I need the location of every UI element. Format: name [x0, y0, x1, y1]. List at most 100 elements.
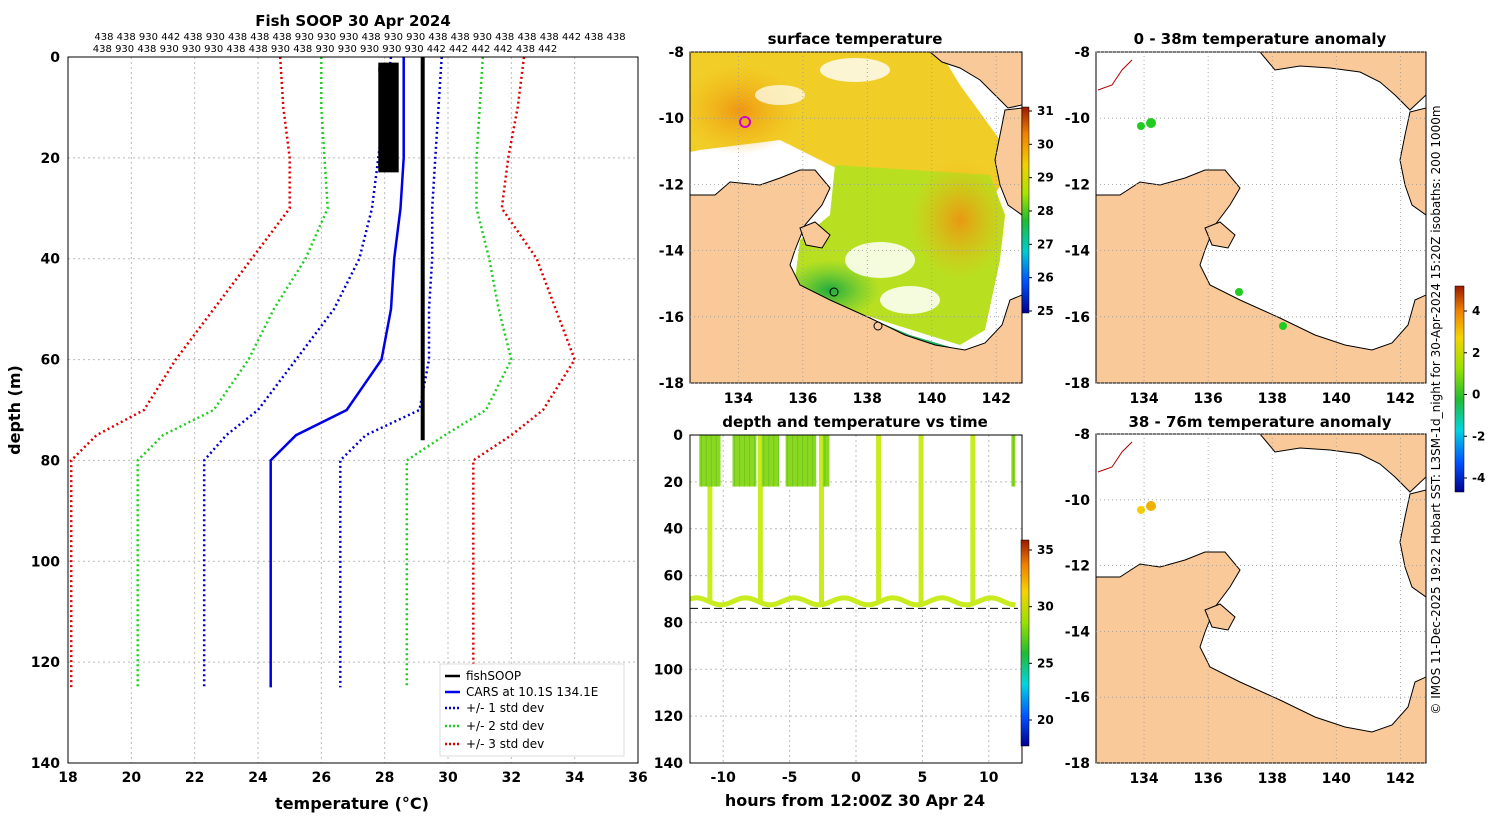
anom1-point-1 — [1137, 122, 1145, 130]
time-title: depth and temperature vs time — [722, 413, 988, 431]
sst.cbar_ticks-cb-label: 29 — [1037, 171, 1054, 185]
timeplot.cbar_ticks-cb-label: 25 — [1037, 656, 1054, 670]
sst-warm-blob-east — [910, 160, 1010, 280]
time-ytick-label: 100 — [654, 662, 683, 678]
sst-y-ticks: -8 -10 -12 -14 -16 -18 — [659, 45, 685, 392]
legend-label-std3: +/- 3 std dev — [466, 737, 544, 751]
profile-x-ticks: 18 20 22 24 26 28 30 32 34 36 — [58, 770, 647, 786]
sst-gap-2 — [880, 286, 940, 314]
profile-ytick-label: 40 — [41, 252, 61, 268]
anom2-ytick-label: -12 — [1065, 559, 1090, 575]
profile-xtick-label: 28 — [375, 770, 394, 786]
sst-xtick-label: 138 — [853, 391, 882, 407]
anom1-title: 0 - 38m temperature anomaly — [1134, 30, 1387, 48]
time-ytick-label: 140 — [654, 756, 683, 772]
anom1-ytick-label: -18 — [1065, 376, 1090, 392]
profile-ytick-label: 120 — [31, 655, 60, 671]
legend-label-fishsoop: fishSOOP — [466, 669, 521, 683]
profile-series--1-std-dev-low- — [202, 56, 393, 688]
profile-y-label: depth (m) — [5, 365, 24, 455]
anom1-ytick-label: -12 — [1065, 177, 1090, 193]
profile-series--3-std-dev-low- — [69, 56, 291, 688]
anom2-xtick-label: 134 — [1129, 771, 1158, 787]
profile-series-fishsoop-shallow-casts- — [378, 62, 399, 173]
sst-xtick-label: 142 — [982, 391, 1011, 407]
profile-axes-frame — [67, 56, 639, 764]
timeplot.cbar_ticks-cb-label: 20 — [1037, 713, 1054, 727]
legend-label-std2: +/- 2 std dev — [466, 719, 544, 733]
anom_cbar_ticks-cb-label: 4 — [1472, 304, 1480, 318]
time-ytick-label: 120 — [654, 709, 683, 725]
sst-ytick-label: -12 — [659, 177, 684, 193]
anom2-ytick-label: -16 — [1065, 690, 1090, 706]
time-xtick-label: 0 — [851, 770, 861, 786]
profile-lines — [69, 56, 577, 688]
time-shallow-cast-2 — [761, 435, 779, 487]
profile-xtick-label: 30 — [438, 770, 458, 786]
sst-ytick-label: -8 — [668, 45, 684, 61]
time-shallow-cast-4 — [822, 435, 830, 487]
time-colorbar-ticks: 35 30 25 20 — [1029, 543, 1054, 727]
legend-box — [439, 663, 625, 757]
profile-xtick-label: 20 — [122, 770, 142, 786]
sst-marker-1 — [739, 116, 751, 128]
profile-xtick-label: 36 — [628, 770, 647, 786]
profile-series-cars-at-10-1s-134-1e — [269, 57, 405, 688]
sst-x-ticks: 134 136 138 140 142 — [724, 391, 1011, 407]
profile-xtick-label: 22 — [185, 770, 204, 786]
profile-ytick-label: 80 — [41, 453, 61, 469]
profile-ytick-label: 100 — [31, 554, 60, 570]
sst-gap-4 — [755, 85, 805, 105]
profile-xtick-label: 26 — [312, 770, 331, 786]
profile-grid — [67, 56, 639, 764]
time-colorbar — [1020, 539, 1030, 747]
profile-legend: fishSOOP CARS at 10.1S 134.1E +/- 1 std … — [439, 663, 625, 757]
legend-label-cars: CARS at 10.1S 134.1E — [466, 685, 598, 699]
anom2-xtick-label: 136 — [1194, 771, 1223, 787]
anom1-xtick-label: 140 — [1322, 391, 1351, 407]
legend-label-std1: +/- 1 std dev — [466, 701, 544, 715]
anom_cbar_ticks-cb-label: -4 — [1472, 471, 1485, 485]
anomaly-colorbar — [1454, 285, 1465, 493]
side-note: © IMOS 11-Dec-2025 19:22 Hobart SST: L3S… — [1429, 105, 1443, 714]
time-xtick-label: 10 — [979, 770, 999, 786]
anom1-xtick-label: 138 — [1258, 391, 1287, 407]
sst-ytick-label: -18 — [659, 376, 684, 392]
time-data — [690, 435, 1019, 609]
time-xtick-label: -5 — [782, 770, 798, 786]
anomaly-map-2-panel: 38 - 76m temperature anomaly 134 136 138 14… — [1065, 413, 1427, 787]
sst.cbar_ticks-cb-label: 31 — [1037, 104, 1054, 118]
profile-title: Fish SOOP 30 Apr 2024 — [255, 12, 451, 30]
anom1-ytick-label: -8 — [1074, 45, 1090, 61]
anom1-ytick-label: -10 — [1065, 111, 1091, 127]
profile-ytick-label: 0 — [50, 50, 60, 66]
anom1-map — [1096, 52, 1426, 383]
anom1-ytick-label: -14 — [1065, 244, 1091, 260]
anomaly-colorbar-ticks: 4 2 0 -2 -4 — [1464, 304, 1485, 485]
timeplot.cbar_ticks-cb-label: 35 — [1037, 543, 1054, 557]
time-ytick-label: 40 — [664, 522, 684, 538]
anom2-ytick-label: -10 — [1065, 493, 1091, 509]
anom2-title: 38 - 76m temperature anomaly — [1128, 413, 1391, 431]
time-xtick-label: -10 — [711, 770, 737, 786]
profile-x-label: temperature (°C) — [275, 794, 429, 813]
profile-xtick-label: 32 — [502, 770, 521, 786]
sst-map — [690, 52, 1022, 383]
time-shallow-cast-3 — [785, 435, 817, 487]
anom2-grid — [1096, 433, 1426, 764]
profile-ytick-label: 140 — [31, 756, 60, 772]
time-ytick-label: 20 — [664, 475, 684, 491]
time-ytick-label: 80 — [664, 615, 684, 631]
anomaly-map-1-panel: 0 - 38m temperature anomaly 134 136 138 140… — [1065, 30, 1427, 407]
anom2-point-2 — [1146, 501, 1156, 511]
anom2-xtick-label: 142 — [1386, 771, 1415, 787]
profile-xtick-label: 18 — [58, 770, 77, 786]
sst.cbar_ticks-cb-label: 30 — [1037, 137, 1054, 151]
time-xtick-label: 5 — [918, 770, 928, 786]
profile-id-row1: 438 438 930 442 438 930 438 438 438 930 … — [94, 32, 625, 43]
sst-grid — [690, 51, 1022, 384]
anom_cbar_ticks-cb-label: 0 — [1472, 388, 1480, 402]
profile-y-ticks: 0 20 40 60 80 100 120 140 — [31, 50, 60, 772]
anom_cbar_ticks-cb-label: 2 — [1472, 346, 1480, 360]
anom2-y-ticks: -8 -10 -12 -14 -16 -18 — [1065, 427, 1091, 772]
